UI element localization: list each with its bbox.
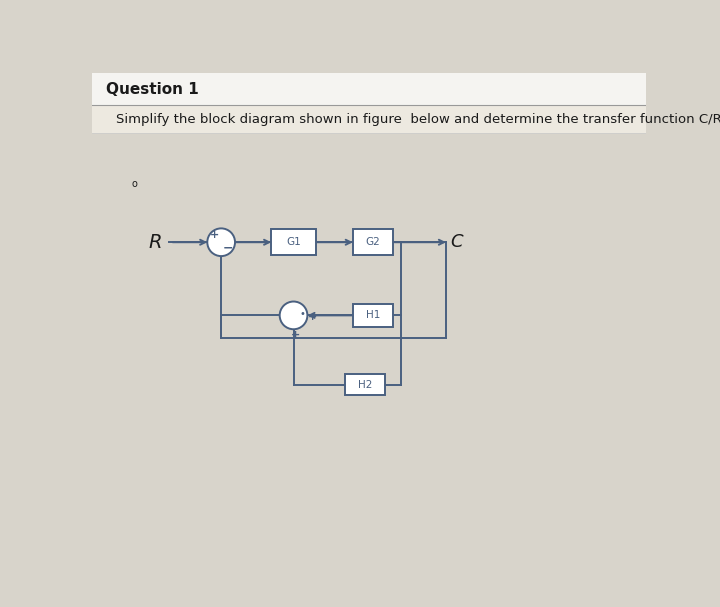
Text: •: • [300,309,306,319]
Text: o: o [132,180,138,189]
Text: H2: H2 [358,380,372,390]
Circle shape [279,302,307,329]
Text: +: + [308,312,318,322]
FancyBboxPatch shape [92,73,647,105]
Text: G2: G2 [366,237,380,247]
FancyBboxPatch shape [345,374,385,396]
FancyBboxPatch shape [353,304,393,327]
FancyBboxPatch shape [92,105,647,133]
Text: G1: G1 [286,237,301,247]
Text: Question 1: Question 1 [106,83,199,97]
Text: C: C [451,233,463,251]
Text: H1: H1 [366,310,380,320]
Text: Simplify the block diagram shown in figure  below and determine the transfer fun: Simplify the block diagram shown in figu… [117,112,720,126]
Text: +: + [210,230,219,240]
Circle shape [207,228,235,256]
Text: R: R [148,232,162,252]
Text: +: + [290,330,300,340]
Text: −: − [222,242,233,254]
FancyBboxPatch shape [271,229,316,256]
FancyBboxPatch shape [353,229,393,256]
